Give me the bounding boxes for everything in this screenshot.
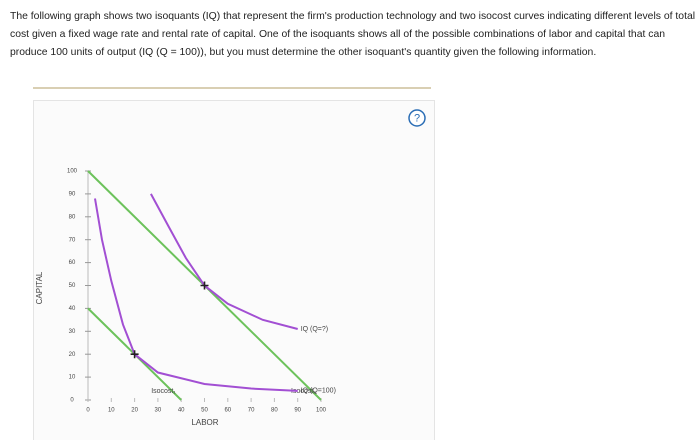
series-label: Isocost₁ (151, 388, 176, 395)
x-axis-label: LABOR (191, 418, 218, 427)
x-tick-label: 10 (108, 408, 115, 414)
y-tick-label: 20 (69, 352, 76, 358)
question-text: The following graph shows two isoquants … (10, 11, 696, 58)
x-tick-label: 0 (86, 408, 90, 414)
y-tick-label: 0 (70, 398, 74, 404)
x-tick-label: 60 (224, 408, 231, 414)
y-tick-label: 30 (69, 329, 76, 335)
y-tick-label: 100 (67, 169, 78, 175)
series-label: IQ (Q=?) (301, 326, 328, 333)
x-tick-label: 90 (294, 408, 301, 414)
y-tick-label: 60 (69, 260, 76, 266)
x-tick-label: 20 (131, 408, 138, 414)
x-tick-label: 100 (316, 408, 327, 414)
x-tick-label: 50 (201, 408, 208, 414)
series-label: Isocost₂ (291, 388, 316, 395)
y-tick-label: 40 (69, 306, 76, 312)
tangency-marker (130, 350, 139, 359)
x-tick-label: 40 (178, 408, 185, 414)
y-tick-label: 80 (69, 214, 76, 220)
help-label[interactable]: ? (414, 112, 420, 124)
graph-panel (33, 100, 435, 440)
divider (33, 87, 431, 89)
tangency-marker (200, 281, 209, 290)
series-label: IQ (Q=100) (301, 388, 336, 395)
x-tick-label: 80 (271, 408, 278, 414)
y-tick-label: 50 (69, 283, 76, 289)
y-tick-label: 90 (69, 191, 76, 197)
y-axis-label: CAPITAL (35, 271, 44, 304)
y-tick-label: 10 (69, 375, 76, 381)
x-tick-label: 30 (155, 408, 162, 414)
x-tick-label: 70 (248, 408, 255, 414)
help-icon[interactable] (408, 109, 426, 127)
series-line (150, 193, 298, 330)
y-tick-label: 70 (69, 237, 76, 243)
series-line (94, 198, 298, 392)
